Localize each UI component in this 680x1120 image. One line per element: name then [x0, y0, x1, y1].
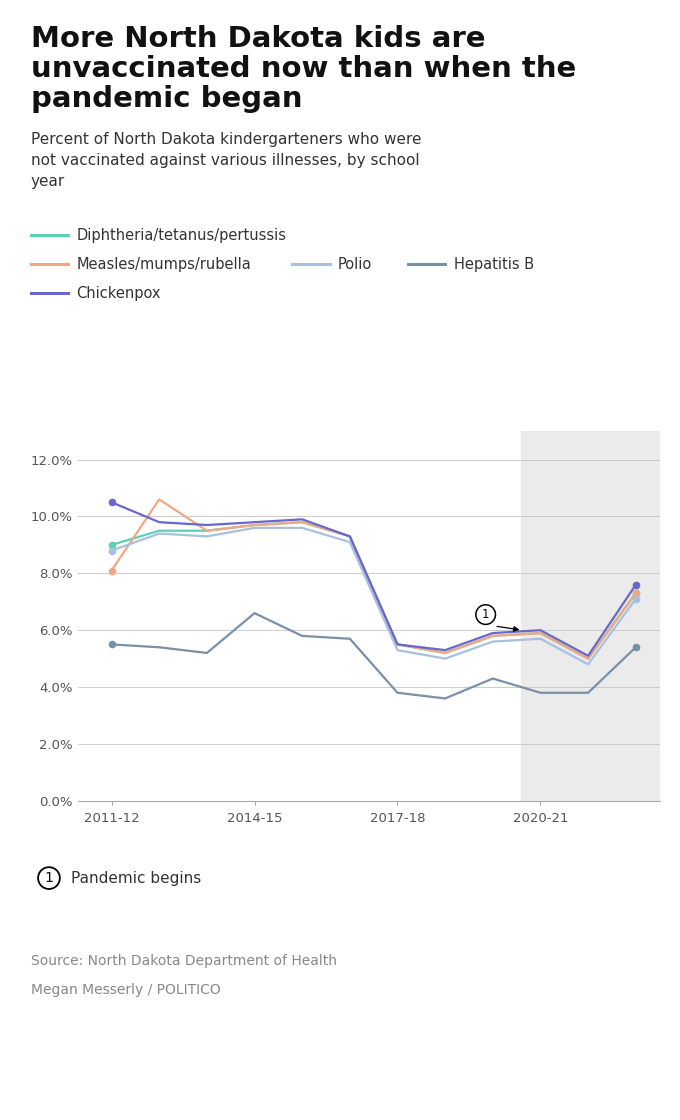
Text: Chickenpox: Chickenpox [76, 286, 160, 301]
Text: Megan Messerly / POLITICO: Megan Messerly / POLITICO [31, 983, 220, 998]
Text: Polio: Polio [338, 256, 372, 272]
Text: 1: 1 [44, 871, 54, 885]
Bar [522, 431, 660, 801]
Text: Diphtheria/tetanus/pertussis: Diphtheria/tetanus/pertussis [76, 227, 286, 243]
Text: Measles/mumps/rubella: Measles/mumps/rubella [76, 256, 251, 272]
Text: Source: North Dakota Department of Health: Source: North Dakota Department of Healt… [31, 954, 337, 968]
Text: Percent of North Dakota kindergarteners who were
not vaccinated against various : Percent of North Dakota kindergarteners … [31, 132, 421, 189]
Text: unvaccinated now than when the: unvaccinated now than when the [31, 55, 576, 83]
Text: Pandemic begins: Pandemic begins [71, 870, 202, 886]
Text: More North Dakota kids are: More North Dakota kids are [31, 25, 485, 53]
Text: Hepatitis B: Hepatitis B [454, 256, 534, 272]
Text: 1: 1 [482, 608, 490, 622]
Text: pandemic began: pandemic began [31, 85, 302, 113]
